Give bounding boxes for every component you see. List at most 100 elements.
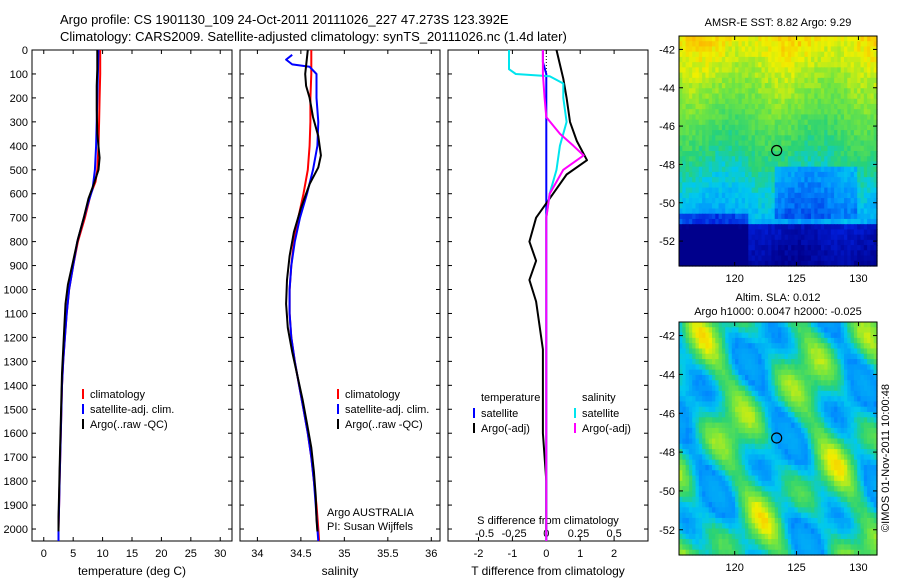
map-cell bbox=[751, 412, 756, 418]
map-cell bbox=[787, 250, 792, 257]
map-cell bbox=[830, 229, 835, 236]
map-cell bbox=[820, 348, 825, 355]
map-cell bbox=[781, 72, 786, 79]
map-cell bbox=[863, 218, 868, 225]
map-cell bbox=[698, 364, 703, 371]
map-cell bbox=[761, 208, 766, 215]
map-cell bbox=[735, 124, 739, 131]
map-cell bbox=[735, 250, 739, 257]
map-cell bbox=[705, 93, 710, 100]
map-cell bbox=[718, 198, 723, 204]
map-cell bbox=[834, 140, 838, 147]
map-cell bbox=[820, 72, 825, 79]
map-cell bbox=[834, 380, 838, 387]
map-cell bbox=[830, 491, 835, 498]
map-cell bbox=[738, 145, 743, 152]
map-cell bbox=[817, 406, 822, 413]
map-cell bbox=[748, 229, 753, 236]
map-cell bbox=[741, 103, 746, 110]
map-cell bbox=[870, 470, 875, 477]
map-cell bbox=[853, 486, 858, 493]
map-cell bbox=[679, 213, 683, 220]
map-cell bbox=[725, 171, 730, 178]
map-cell bbox=[712, 213, 716, 220]
map-cell bbox=[817, 119, 822, 126]
map-cell bbox=[863, 364, 868, 371]
map-cell bbox=[751, 332, 756, 339]
map-cell bbox=[698, 224, 703, 231]
map-cell bbox=[688, 374, 693, 381]
map-cell bbox=[857, 161, 862, 168]
map-cell bbox=[791, 417, 796, 424]
map-cell bbox=[685, 218, 690, 225]
map-cell bbox=[784, 337, 789, 344]
map-cell bbox=[830, 161, 835, 168]
map-cell bbox=[731, 109, 736, 116]
map-cell bbox=[692, 41, 697, 48]
map-cell bbox=[761, 496, 766, 503]
map-cell bbox=[847, 198, 852, 204]
map-cell bbox=[781, 156, 786, 163]
map-cell bbox=[781, 396, 786, 403]
map-cell bbox=[850, 36, 855, 42]
map-cell bbox=[745, 213, 749, 220]
map-cell bbox=[751, 229, 756, 236]
map-cell bbox=[830, 422, 835, 429]
map-cell bbox=[682, 218, 687, 225]
map-cell bbox=[708, 135, 713, 142]
map-cell bbox=[857, 250, 862, 257]
map-cell bbox=[807, 109, 812, 116]
map-cell bbox=[840, 156, 845, 163]
map-cell bbox=[834, 51, 838, 58]
map-cell bbox=[801, 203, 805, 210]
map-cell bbox=[741, 438, 746, 445]
map-cell bbox=[834, 67, 838, 74]
map-cell bbox=[804, 422, 809, 429]
map-cell bbox=[844, 239, 848, 246]
map-cell bbox=[840, 390, 845, 397]
map-cell bbox=[781, 41, 786, 48]
map-cell bbox=[718, 224, 723, 231]
map-cell bbox=[751, 203, 756, 210]
map-cell bbox=[791, 406, 796, 413]
map-cell bbox=[784, 406, 789, 413]
map-cell bbox=[830, 177, 835, 183]
map-cell bbox=[679, 480, 683, 487]
map-cell bbox=[817, 83, 822, 89]
map-cell bbox=[794, 449, 799, 455]
map-cell bbox=[784, 480, 789, 487]
map-cell bbox=[817, 187, 822, 194]
map-cell bbox=[715, 454, 720, 461]
map-cell bbox=[692, 245, 697, 251]
map-cell bbox=[811, 177, 815, 183]
map-cell bbox=[698, 36, 703, 42]
map-cell bbox=[807, 427, 812, 434]
map-cell bbox=[774, 459, 779, 466]
map-cell bbox=[863, 140, 868, 147]
map-cell bbox=[853, 229, 858, 236]
map-cell bbox=[735, 502, 739, 508]
map-cell bbox=[860, 374, 865, 381]
map-cell bbox=[718, 187, 723, 194]
map-cell bbox=[695, 41, 700, 48]
map-cell bbox=[721, 443, 726, 450]
map-cell bbox=[801, 260, 805, 267]
map-cell bbox=[804, 374, 809, 381]
map-cell bbox=[804, 401, 809, 408]
map-cell bbox=[857, 124, 862, 131]
map-cell bbox=[797, 433, 802, 440]
map-cell bbox=[685, 72, 690, 79]
map-cell bbox=[728, 203, 733, 210]
map-cell bbox=[758, 192, 763, 199]
map-cell bbox=[721, 93, 726, 100]
map-cell bbox=[735, 343, 739, 350]
map-cell bbox=[847, 41, 852, 48]
map-cell bbox=[705, 245, 710, 251]
map-cell bbox=[857, 470, 862, 477]
map-cell bbox=[768, 93, 772, 100]
map-cell bbox=[748, 401, 753, 408]
map-cell bbox=[688, 119, 693, 126]
map-cell bbox=[754, 161, 759, 168]
map-cell bbox=[702, 380, 706, 387]
map-cell bbox=[715, 56, 720, 63]
